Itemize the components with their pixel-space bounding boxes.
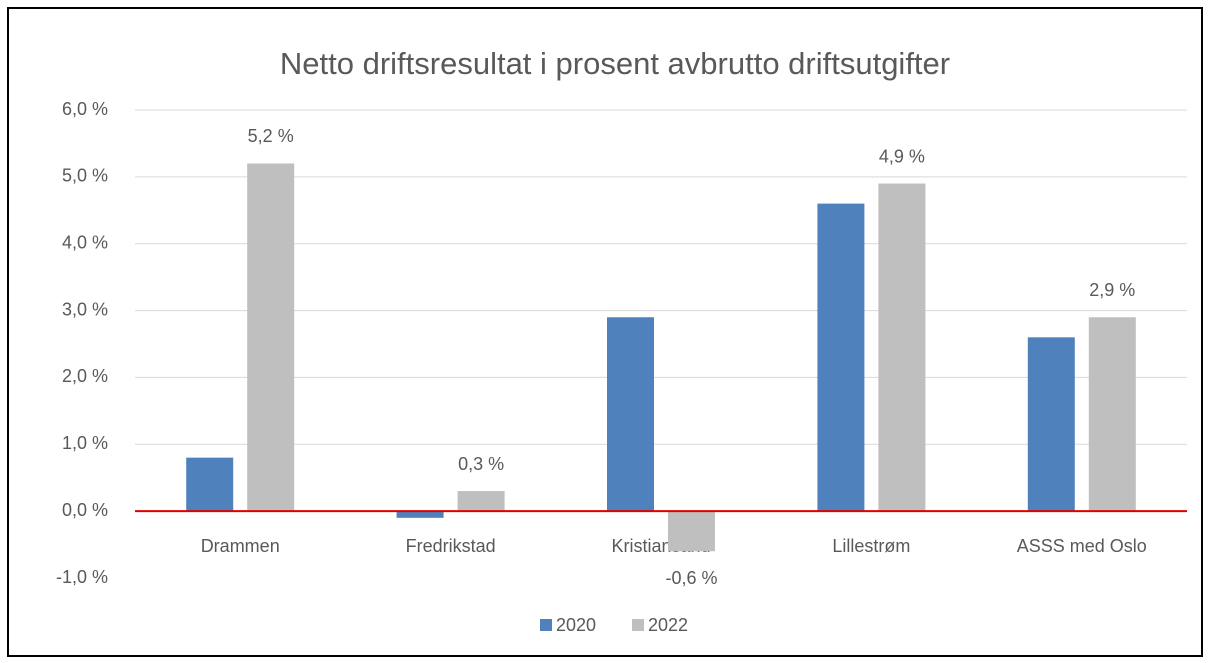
x-tick-label: Drammen [201, 536, 280, 556]
chart-border [7, 7, 1203, 657]
bar [668, 511, 715, 552]
y-tick-label: 2,0 % [62, 366, 108, 386]
bar [186, 457, 234, 512]
y-tick-label: 0,0 % [62, 500, 108, 520]
y-tick-label: -1,0 % [56, 567, 108, 587]
data-label: 4,9 % [879, 146, 925, 166]
bar [607, 317, 654, 512]
legend-swatch [540, 619, 552, 631]
bar [817, 203, 865, 512]
data-label: 2,9 % [1089, 280, 1135, 300]
bar [396, 511, 444, 518]
data-label: 0,3 % [458, 454, 504, 474]
bar [1027, 337, 1075, 512]
y-tick-label: 5,0 % [62, 166, 108, 186]
x-tick-label: ASSS med Oslo [1017, 536, 1147, 556]
y-tick-label: 4,0 % [62, 232, 108, 252]
bar [878, 183, 926, 512]
chart-title: Netto driftsresultat i prosent avbrutto … [280, 46, 950, 81]
y-tick-label: 3,0 % [62, 299, 108, 319]
y-tick-label: 6,0 % [62, 99, 108, 119]
data-label: -0,6 % [665, 568, 717, 588]
bar [457, 491, 505, 512]
bar [1088, 317, 1136, 512]
y-tick-label: 1,0 % [62, 433, 108, 453]
legend-swatch [632, 619, 644, 631]
legend-label: 2022 [648, 615, 688, 635]
data-label: 5,2 % [248, 126, 294, 146]
x-tick-label: Fredrikstad [406, 536, 496, 556]
legend-label: 2020 [556, 615, 596, 635]
bar [247, 163, 295, 512]
x-tick-label: Lillestrøm [832, 536, 910, 556]
